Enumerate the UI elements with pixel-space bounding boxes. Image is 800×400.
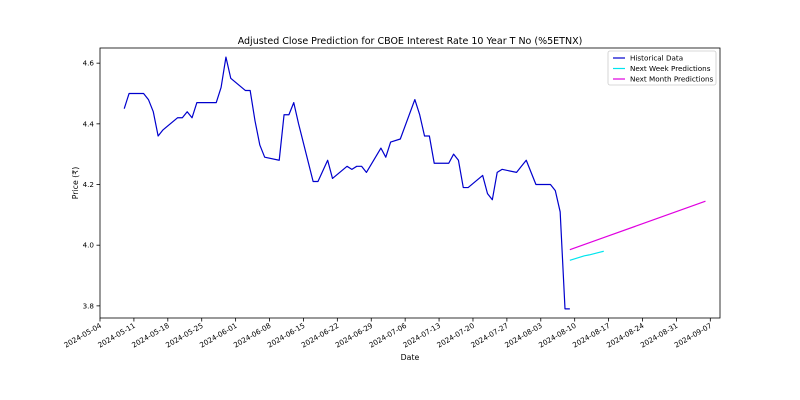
legend-box	[607, 50, 717, 86]
x-tick-label: 2024-07-13	[401, 321, 442, 350]
y-axis-label: Price (₹)	[71, 167, 80, 200]
x-tick-label: 2024-08-31	[639, 321, 680, 350]
y-tick-label: 4.4	[83, 119, 95, 128]
y-tick-label: 4.0	[83, 241, 95, 250]
axes-layer: 2024-05-042024-05-112024-05-182024-05-25…	[62, 59, 713, 350]
y-tick-label: 4.2	[83, 180, 94, 189]
chart-title: Adjusted Close Prediction for CBOE Inter…	[238, 36, 583, 47]
x-tick-label: 2024-09-07	[673, 321, 714, 350]
x-tick-label: 2024-06-15	[266, 321, 307, 350]
y-tick-label: 4.6	[83, 59, 95, 68]
x-tick-label: 2024-06-22	[300, 321, 341, 350]
x-tick-label: 2024-05-11	[96, 321, 137, 350]
x-axis-label: Date	[401, 353, 420, 362]
series-line-1	[123, 56, 570, 310]
x-tick-label: 2024-07-27	[469, 321, 510, 350]
series-line-3	[569, 200, 706, 251]
legend-label-2: Next Week Predictions	[630, 64, 711, 73]
x-tick-label: 2024-08-03	[503, 321, 544, 350]
x-tick-label: 2024-08-17	[571, 321, 612, 350]
x-tick-label: 2024-06-01	[198, 321, 239, 350]
plot-area	[99, 47, 721, 319]
legend-label-3: Next Month Predictions	[630, 75, 714, 84]
series-layer	[123, 56, 706, 310]
series-line-2	[569, 250, 604, 261]
legend-label-1: Historical Data	[630, 54, 683, 63]
x-tick-label: 2024-05-25	[164, 321, 205, 350]
y-tick-label: 3.8	[83, 301, 95, 310]
